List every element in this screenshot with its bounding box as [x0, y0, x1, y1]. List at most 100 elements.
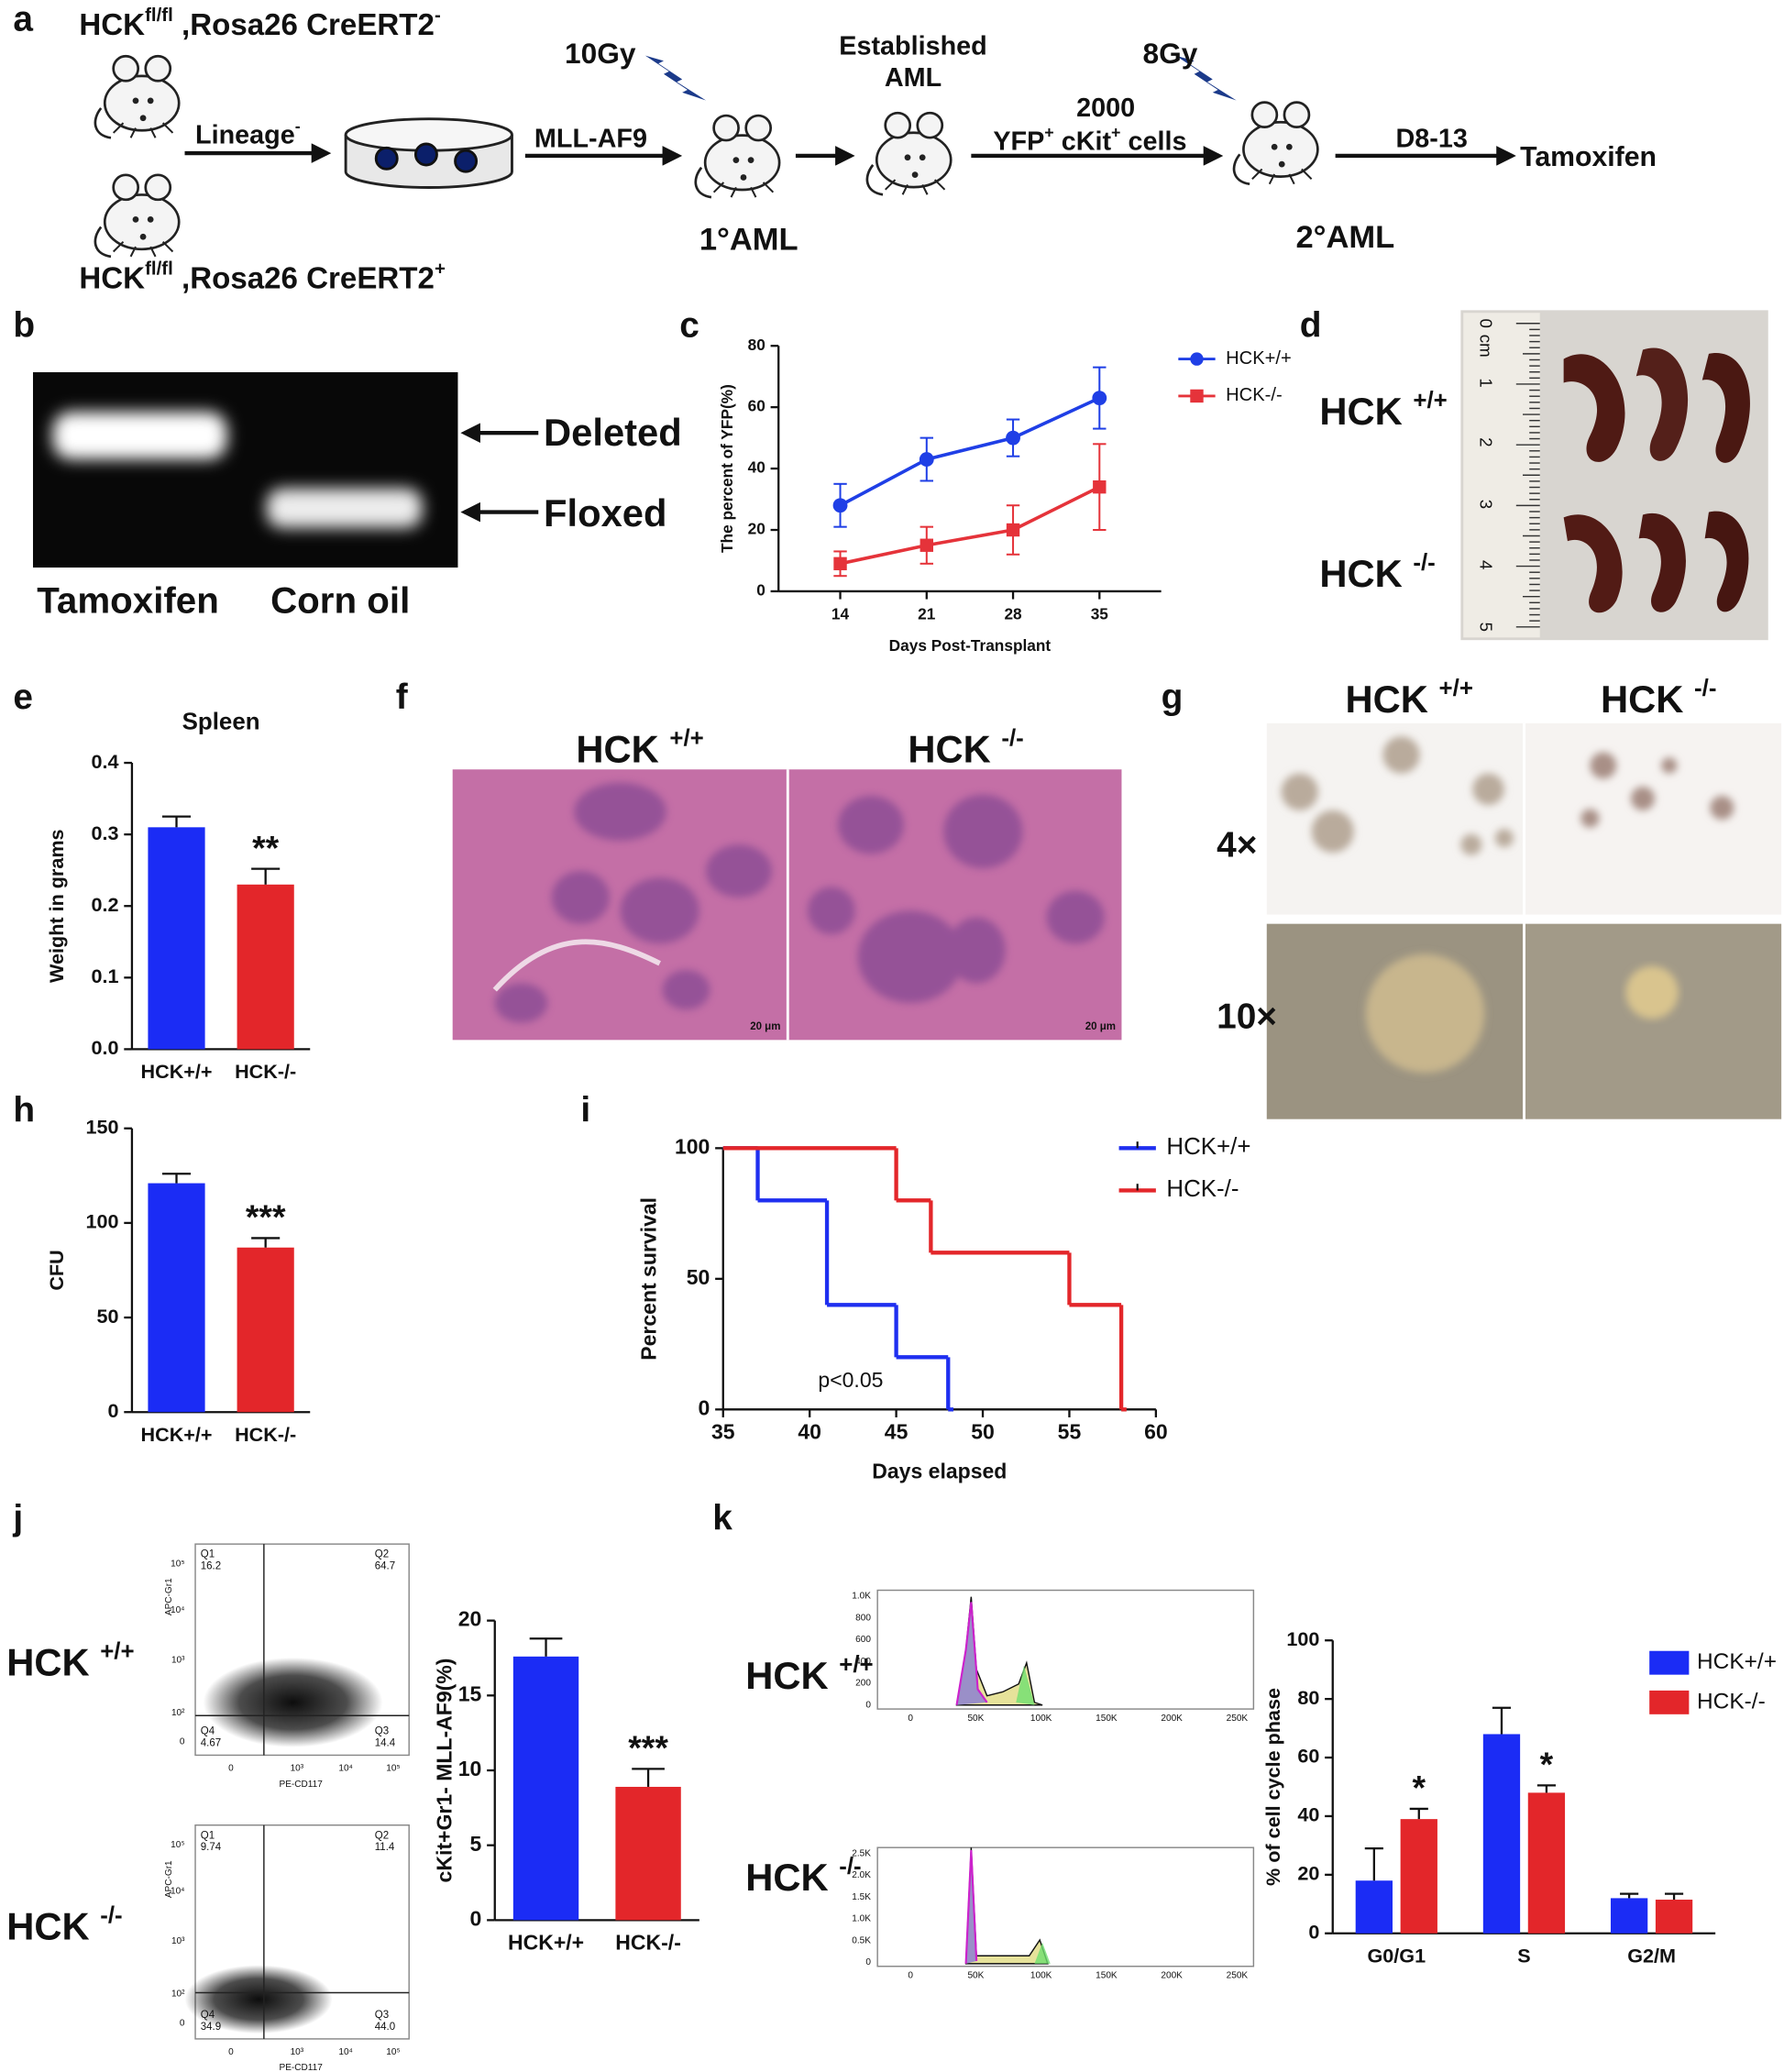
- y-axis-label: CFU: [45, 1250, 68, 1290]
- superscript: +: [1111, 123, 1120, 141]
- label: 8Gy: [1142, 37, 1197, 70]
- tick-label: 10²: [171, 1708, 185, 1718]
- flow-plots: [184, 1543, 410, 2040]
- superscript: -: [295, 116, 301, 135]
- y-axis-label: The percent of YFP(%): [718, 384, 736, 553]
- tick-label: 10⁴: [338, 1763, 353, 1773]
- x-tick-label: HCK-/-: [235, 1060, 296, 1083]
- label: 10Gy: [565, 37, 636, 70]
- text-part: HCK: [1346, 678, 1439, 721]
- y-tick-label: 0: [470, 1906, 482, 1930]
- legend-marker: [1190, 389, 1204, 403]
- tick-label: 0: [908, 1714, 913, 1724]
- superscript: -/-: [1413, 550, 1435, 576]
- ruler-label: 2: [1476, 437, 1495, 446]
- mouse-icon: [94, 173, 181, 259]
- y-tick-label: 20: [1297, 1862, 1319, 1885]
- panel-label: c: [679, 305, 699, 345]
- label: HCK +/+: [1346, 676, 1473, 721]
- y-tick-label: 0.4: [92, 750, 119, 773]
- text-part: ,Rosa26 CreERT2: [173, 8, 435, 42]
- text-part: HCK: [79, 8, 145, 42]
- bar: [615, 1786, 681, 1921]
- quadrant-label: Q2: [375, 1830, 389, 1841]
- cell-cycle-histograms: [876, 1589, 1255, 1967]
- legend-label: HCK+/+: [1697, 1649, 1777, 1674]
- marker: [1093, 479, 1107, 494]
- tick-label: 0: [908, 1970, 913, 1980]
- y-tick-label: 100: [86, 1210, 119, 1233]
- text-part: YFP: [993, 127, 1044, 156]
- label: HCK -/-: [1319, 550, 1435, 595]
- x-tick-label: 55: [1058, 1419, 1082, 1443]
- panel-label: g: [1162, 678, 1184, 717]
- text-part: HCK: [745, 1856, 839, 1899]
- y-tick-label: 0.2: [92, 893, 119, 916]
- tick-label: 250K: [1227, 1714, 1249, 1724]
- y-tick-label: 10: [458, 1757, 482, 1780]
- legend-swatch: [1649, 1650, 1690, 1675]
- superscript: +/+: [1413, 388, 1447, 413]
- y-tick-label: 0: [108, 1399, 119, 1422]
- tick-label: 10²: [171, 1989, 185, 2000]
- quadrant-label: 11.4: [375, 1842, 395, 1853]
- text-part: HCK: [1601, 678, 1694, 721]
- tick-label: 0: [180, 2018, 185, 2028]
- panel-label: f: [396, 678, 409, 717]
- marker: [832, 498, 848, 513]
- superscript: +: [1044, 123, 1053, 141]
- tick-label: 1.5K: [852, 1892, 871, 1902]
- tick-label: 2.5K: [852, 1848, 871, 1858]
- tick-label: 250K: [1227, 1970, 1249, 1980]
- axis-label: APC-Gr1: [164, 1860, 174, 1898]
- label: HCK +/+: [576, 725, 703, 770]
- x-tick-label: 14: [831, 604, 850, 623]
- x-tick-label: G0/G1: [1368, 1944, 1426, 1967]
- marker: [919, 452, 934, 467]
- panel-label: b: [13, 305, 35, 345]
- colony-images: [1266, 722, 1782, 1119]
- tick-label: 10⁵: [171, 1840, 184, 1850]
- tick-label: 10⁵: [386, 2047, 400, 2057]
- quadrant-label: Q2: [375, 1549, 389, 1560]
- mouse-icon: [694, 114, 781, 199]
- annotation: p<0.05: [818, 1368, 883, 1392]
- ruler-label: 4: [1476, 560, 1495, 569]
- bar: [1527, 1792, 1566, 1934]
- tick-label: 0: [865, 1700, 871, 1710]
- histology-image: [452, 769, 1122, 1041]
- superscript: fl/fl: [145, 258, 173, 279]
- axis-label: APC-Gr1: [164, 1578, 174, 1615]
- quadrant-label: Q4: [201, 2010, 215, 2021]
- panel-label: d: [1300, 305, 1322, 345]
- bar: [148, 827, 205, 1050]
- tick-label: 0: [228, 1763, 234, 1773]
- text-part: ,Rosa26 CreERT2: [173, 261, 435, 295]
- tick-label: 100K: [1030, 1714, 1052, 1724]
- significance-label: *: [1412, 1769, 1426, 1807]
- tick-label: 0: [865, 1957, 871, 1967]
- label: Floxed: [544, 491, 667, 535]
- tick-label: 10⁵: [171, 1559, 184, 1569]
- bar: [1400, 1819, 1437, 1934]
- superscript: -/-: [1694, 676, 1716, 701]
- y-tick-label: 0: [699, 1395, 710, 1419]
- mouse-icon: [865, 111, 953, 196]
- superscript: -/-: [1001, 725, 1023, 751]
- label: HCK -/-: [745, 1854, 861, 1899]
- significance-label: **: [252, 828, 280, 866]
- label: HCK -/-: [908, 725, 1023, 770]
- label: HCKfl/fl ,Rosa26 CreERT2-: [79, 5, 441, 42]
- tick-label: 200K: [1161, 1714, 1183, 1724]
- quadrant-label: 9.74: [201, 1842, 222, 1853]
- tick-label: 10³: [171, 1936, 185, 1946]
- gel-image: [32, 372, 539, 568]
- panel-label: a: [13, 0, 33, 39]
- tick-label: 200K: [1161, 1970, 1183, 1980]
- legend-label: HCK-/-: [1166, 1176, 1239, 1202]
- superscript: +/+: [839, 1652, 873, 1678]
- tick-label: 0: [228, 2047, 234, 2057]
- bar: [512, 1656, 579, 1921]
- superscript: +/+: [1439, 676, 1473, 701]
